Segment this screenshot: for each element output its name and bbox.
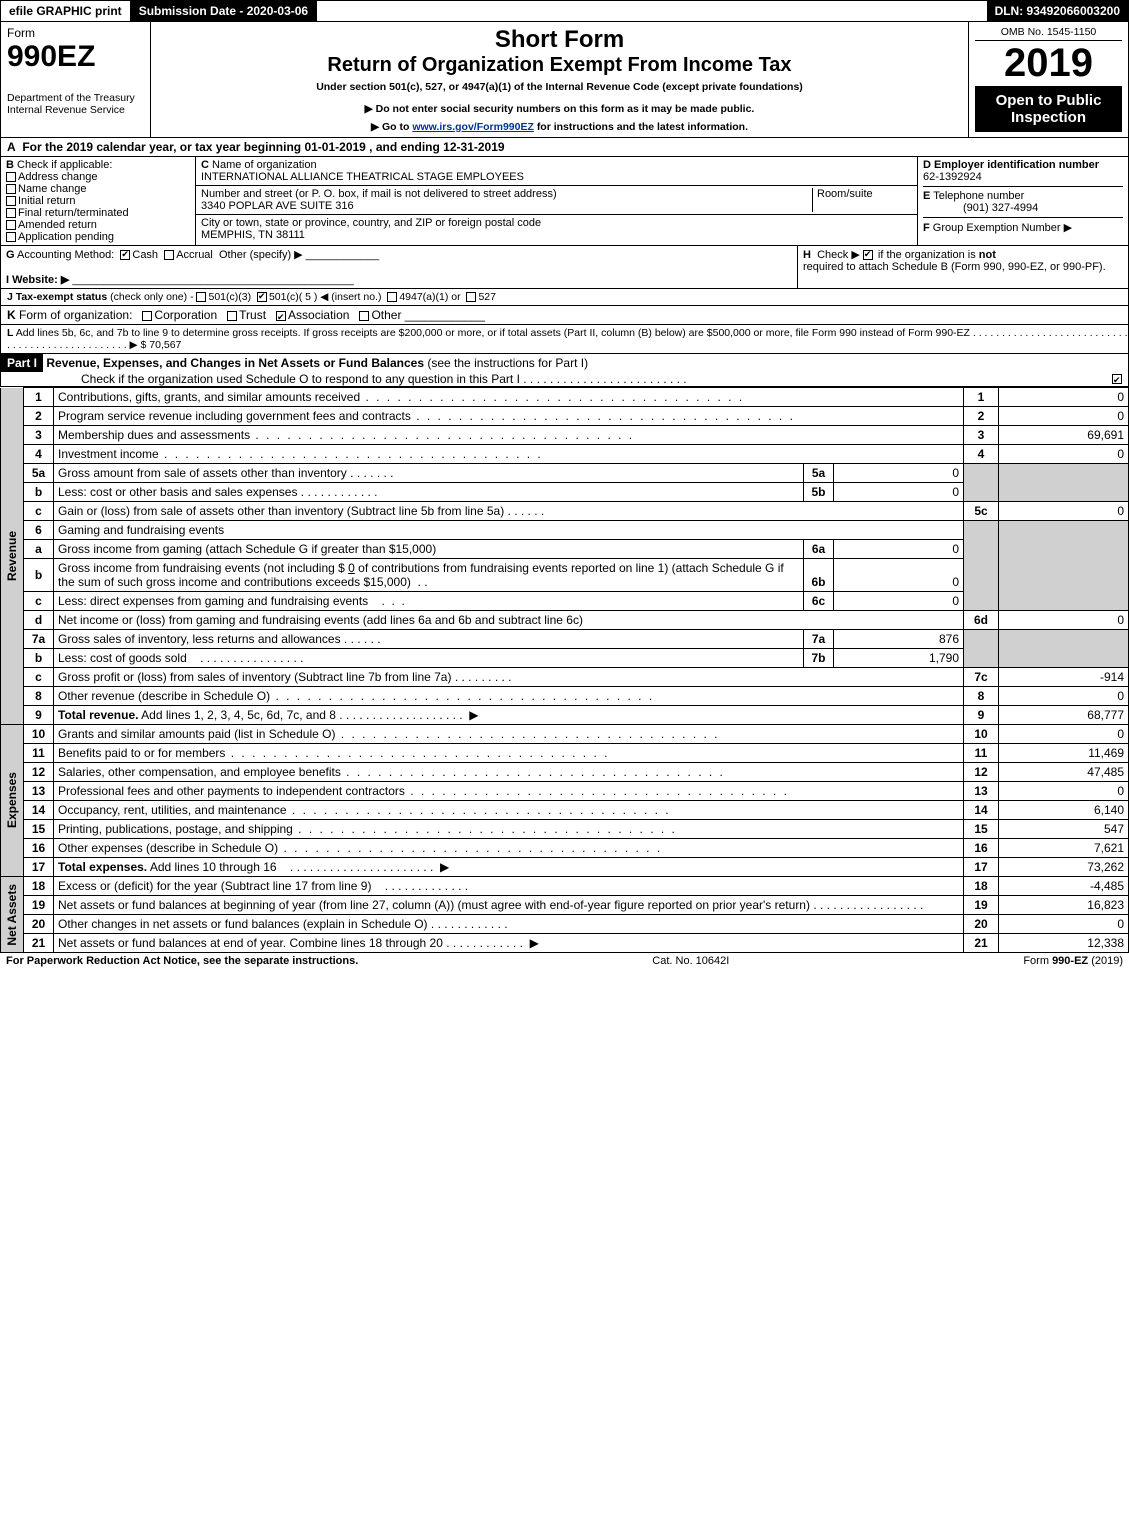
chk-trust[interactable] — [227, 311, 237, 321]
irs: Internal Revenue Service — [7, 104, 144, 116]
val-15: 547 — [999, 820, 1129, 839]
F-label: Group Exemption Number ▶ — [933, 222, 1072, 234]
open-to-public: Open to Public Inspection — [975, 86, 1122, 132]
G-label: Accounting Method: — [17, 249, 114, 261]
efile-label[interactable]: efile GRAPHIC print — [1, 1, 131, 21]
chk-amended[interactable] — [6, 220, 16, 230]
paperwork-notice: For Paperwork Reduction Act Notice, see … — [6, 955, 358, 967]
chk-501c[interactable] — [257, 292, 267, 302]
chk-accrual[interactable] — [164, 250, 174, 260]
line-K: K Form of organization: Corporation Trus… — [0, 306, 1129, 325]
ssn-warning: ▶ Do not enter social security numbers o… — [159, 103, 960, 115]
val-5b: 0 — [834, 483, 964, 502]
chk-name-change[interactable] — [6, 184, 16, 194]
chk-final-return[interactable] — [6, 208, 16, 218]
val-5c: 0 — [999, 502, 1129, 521]
C-name-label: Name of organization — [212, 159, 317, 171]
val-1: 0 — [999, 388, 1129, 407]
form-word: Form — [7, 26, 144, 40]
chk-application-pending[interactable] — [6, 232, 16, 242]
val-6d: 0 — [999, 611, 1129, 630]
submission-date: Submission Date - 2020-03-06 — [131, 1, 317, 21]
H-rest: required to attach Schedule B (Form 990,… — [803, 261, 1106, 273]
val-17: 73,262 — [999, 858, 1129, 877]
val-20: 0 — [999, 915, 1129, 934]
chk-corp[interactable] — [142, 311, 152, 321]
val-6c: 0 — [834, 592, 964, 611]
room-suite-label: Room/suite — [812, 188, 912, 212]
val-6b: 0 — [834, 559, 964, 592]
val-2: 0 — [999, 407, 1129, 426]
tax-year: 2019 — [975, 41, 1122, 86]
val-10: 0 — [999, 725, 1129, 744]
page-footer: For Paperwork Reduction Act Notice, see … — [0, 953, 1129, 969]
val-6a: 0 — [834, 540, 964, 559]
dln: DLN: 93492066003200 — [987, 1, 1128, 21]
part1-table: Revenue 1 Contributions, gifts, grants, … — [0, 387, 1129, 953]
form-number: 990EZ — [7, 40, 144, 74]
val-13: 0 — [999, 782, 1129, 801]
cat-no: Cat. No. 10642I — [358, 955, 1023, 967]
val-3: 69,691 — [999, 426, 1129, 445]
line-J: J Tax-exempt status (check only one) - 5… — [0, 289, 1129, 306]
under-section: Under section 501(c), 527, or 4947(a)(1)… — [159, 81, 960, 93]
org-address: 3340 POPLAR AVE SUITE 316 — [201, 200, 354, 212]
I-label: Website: ▶ — [12, 274, 69, 286]
val-7b: 1,790 — [834, 649, 964, 668]
goto-line: ▶ Go to www.irs.gov/Form990EZ for instru… — [159, 121, 960, 133]
E-label: Telephone number — [933, 190, 1024, 202]
form-ref: Form 990-EZ (2019) — [1023, 955, 1123, 967]
chk-501c3[interactable] — [196, 292, 206, 302]
line-L: L Add lines 5b, 6c, and 7b to line 9 to … — [0, 325, 1129, 354]
chk-4947[interactable] — [387, 292, 397, 302]
dept-treasury: Department of the Treasury — [7, 92, 144, 104]
val-11: 11,469 — [999, 744, 1129, 763]
val-7c: -914 — [999, 668, 1129, 687]
chk-assoc[interactable] — [276, 311, 286, 321]
chk-address-change[interactable] — [6, 172, 16, 182]
chk-cash[interactable] — [120, 250, 130, 260]
chk-initial-return[interactable] — [6, 196, 16, 206]
val-21: 12,338 — [999, 934, 1129, 953]
telephone: (901) 327-4994 — [923, 202, 1038, 214]
title-short: Short Form — [159, 26, 960, 54]
val-9: 68,777 — [999, 706, 1129, 725]
section-revenue: Revenue — [5, 527, 19, 585]
part1-tag: Part I — [1, 354, 43, 372]
org-city: MEMPHIS, TN 38111 — [201, 229, 305, 241]
val-19: 16,823 — [999, 896, 1129, 915]
irs-link[interactable]: www.irs.gov/Form990EZ — [412, 121, 534, 133]
chk-schedO[interactable] — [1112, 374, 1122, 384]
chk-other-org[interactable] — [359, 311, 369, 321]
form-header: Form 990EZ Department of the Treasury In… — [0, 22, 1129, 138]
ein: 62-1392924 — [923, 171, 982, 183]
D-label: Employer identification number — [934, 159, 1099, 171]
val-7a: 876 — [834, 630, 964, 649]
chk-H[interactable] — [863, 250, 873, 260]
identity-block: B Check if applicable: Address change Na… — [0, 157, 1129, 246]
chk-527[interactable] — [466, 292, 476, 302]
topbar: efile GRAPHIC print Submission Date - 20… — [0, 0, 1129, 22]
section-expenses: Expenses — [5, 768, 19, 832]
val-18: -4,485 — [999, 877, 1129, 896]
C-city-label: City or town, state or province, country… — [201, 217, 541, 229]
B-label: Check if applicable: — [17, 159, 112, 171]
val-12: 47,485 — [999, 763, 1129, 782]
C-addr-label: Number and street (or P. O. box, if mail… — [201, 188, 557, 200]
part1-header: Part I Revenue, Expenses, and Changes in… — [0, 354, 1129, 387]
title-main: Return of Organization Exempt From Incom… — [159, 54, 960, 77]
val-8: 0 — [999, 687, 1129, 706]
val-5a: 0 — [834, 464, 964, 483]
line-A: A For the 2019 calendar year, or tax yea… — [0, 138, 1129, 157]
val-14: 6,140 — [999, 801, 1129, 820]
row-G-H: G Accounting Method: Cash Accrual Other … — [0, 246, 1129, 289]
omb: OMB No. 1545-1150 — [975, 26, 1122, 41]
org-name: INTERNATIONAL ALLIANCE THEATRICAL STAGE … — [201, 171, 524, 183]
val-4: 0 — [999, 445, 1129, 464]
section-netassets: Net Assets — [5, 880, 19, 950]
val-16: 7,621 — [999, 839, 1129, 858]
